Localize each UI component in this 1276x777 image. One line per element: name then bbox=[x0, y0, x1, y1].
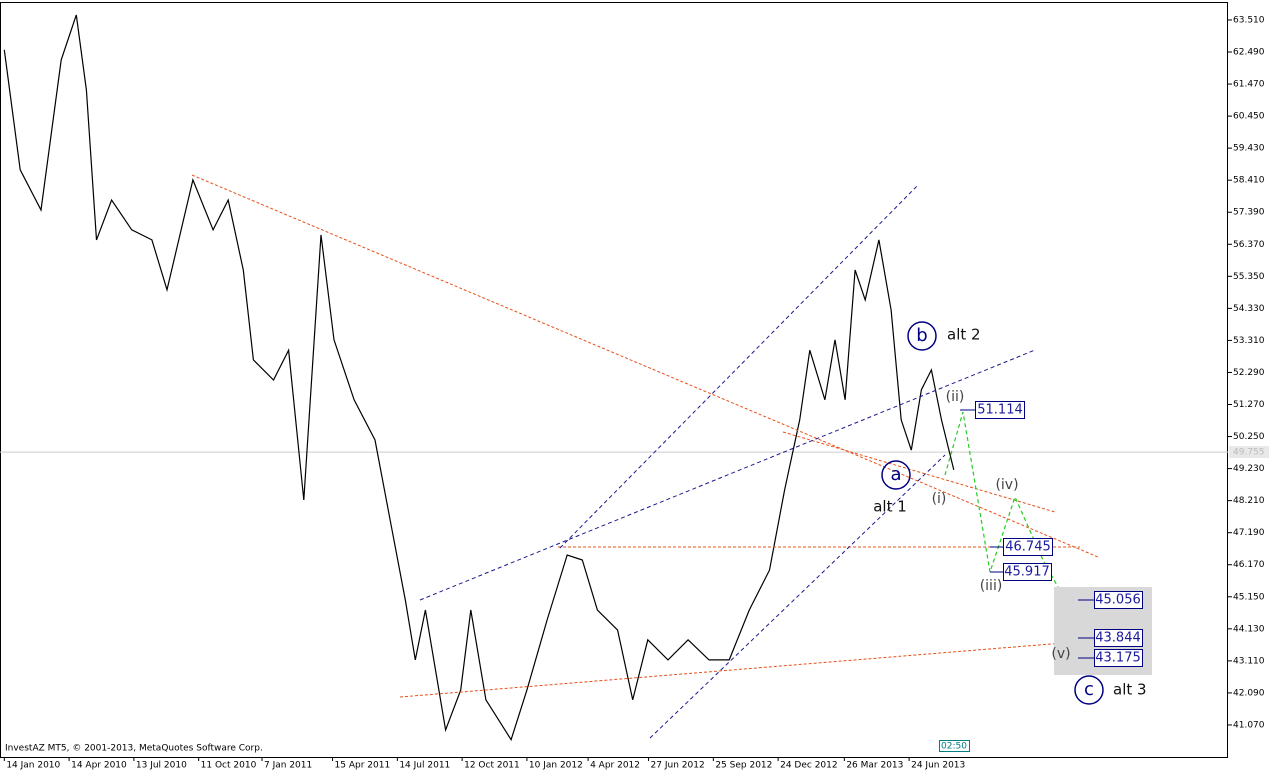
x-tick-label: 15 Apr 2011 bbox=[335, 761, 391, 771]
x-tick-label: 13 Jul 2010 bbox=[136, 761, 187, 771]
current-price-box bbox=[1229, 446, 1269, 459]
price-box bbox=[1094, 629, 1143, 647]
x-tick-label: 7 Jan 2011 bbox=[264, 761, 312, 771]
y-tick-label: 47.190 bbox=[1233, 528, 1265, 538]
y-tick-label: 52.290 bbox=[1233, 368, 1265, 378]
price-line bbox=[3, 14, 955, 742]
wave-label: (iii) bbox=[980, 578, 1003, 594]
trend-line bbox=[191, 174, 1099, 558]
price-box bbox=[1094, 649, 1143, 667]
y-tick-label: 45.150 bbox=[1233, 592, 1265, 602]
price-label: 45.056 bbox=[1095, 593, 1141, 608]
wave-label: b bbox=[916, 325, 927, 346]
y-tick-label: 51.270 bbox=[1233, 400, 1265, 410]
y-tick-label: 44.130 bbox=[1233, 624, 1265, 634]
trend-line bbox=[782, 431, 1056, 513]
y-tick-label: 53.310 bbox=[1233, 336, 1265, 346]
x-tick-label: 14 Jan 2010 bbox=[6, 761, 60, 771]
wave-label: (iv) bbox=[995, 477, 1018, 493]
x-tick-label: 27 Jun 2012 bbox=[651, 761, 705, 771]
x-tick-label: 24 Dec 2012 bbox=[780, 761, 838, 771]
y-tick-label: 57.390 bbox=[1233, 208, 1265, 218]
y-tick-label: 48.210 bbox=[1233, 496, 1265, 506]
x-tick-label: 14 Apr 2010 bbox=[71, 761, 127, 771]
y-tick-label: 54.330 bbox=[1233, 304, 1265, 314]
price-box bbox=[1003, 563, 1052, 581]
price-box bbox=[1094, 591, 1143, 609]
wave-label: (ii) bbox=[946, 389, 965, 405]
y-tick-label: 50.250 bbox=[1233, 432, 1265, 442]
alt-label: alt 1 bbox=[873, 498, 907, 516]
plot-frame bbox=[0, 2, 1228, 758]
y-tick-label: 41.070 bbox=[1233, 720, 1265, 730]
wave-label: a bbox=[890, 464, 901, 485]
trend-line bbox=[559, 184, 919, 549]
x-tick-label: 4 Apr 2012 bbox=[590, 761, 640, 771]
price-label: 43.844 bbox=[1095, 631, 1141, 646]
y-tick-label: 46.170 bbox=[1233, 560, 1265, 570]
clock: 02:50 bbox=[941, 742, 967, 752]
x-tick-label: 24 Jun 2013 bbox=[911, 761, 965, 771]
trend-line bbox=[649, 454, 946, 739]
wave-label: c bbox=[1084, 679, 1094, 700]
footer: InvestAZ MT5, © 2001-2013, MetaQuotes So… bbox=[5, 744, 263, 754]
x-tick-label: 25 Sep 2012 bbox=[715, 761, 772, 771]
alt-label: alt 3 bbox=[1113, 681, 1147, 699]
y-tick-label: 43.110 bbox=[1233, 656, 1265, 666]
current-price-label: 49.755 bbox=[1233, 448, 1265, 458]
price-box bbox=[1003, 538, 1053, 556]
price-label: 51.114 bbox=[977, 403, 1023, 418]
trend-line bbox=[419, 349, 1036, 601]
price-label: 43.175 bbox=[1095, 651, 1141, 666]
wave-label: (v) bbox=[1051, 646, 1070, 662]
y-tick-label: 61.470 bbox=[1233, 80, 1265, 90]
clock-box bbox=[939, 740, 970, 752]
alt-label: alt 2 bbox=[947, 326, 981, 344]
y-tick-label: 63.510 bbox=[1233, 15, 1265, 25]
wave-circle bbox=[907, 321, 937, 351]
annotations: b alt 2 (ii) 51.114 a alt 1 (i) (iv) 46.… bbox=[873, 321, 1147, 705]
x-tick-label: 11 Oct 2010 bbox=[201, 761, 257, 771]
y-tick-label: 58.410 bbox=[1233, 176, 1265, 186]
trend-line bbox=[399, 639, 1101, 698]
x-tick-label: 26 Mar 2013 bbox=[846, 761, 903, 771]
price-label: 45.917 bbox=[1004, 565, 1050, 580]
wave-circle bbox=[1074, 675, 1104, 705]
y-tick-label: 42.090 bbox=[1233, 688, 1265, 698]
y-tick-label: 49.230 bbox=[1233, 464, 1265, 474]
y-tick-label: 56.370 bbox=[1233, 240, 1265, 250]
y-tick-label: 59.430 bbox=[1233, 144, 1265, 154]
price-label: 46.745 bbox=[1005, 540, 1051, 555]
wave-label: (i) bbox=[932, 491, 947, 507]
x-tick-label: 14 Jul 2011 bbox=[399, 761, 450, 771]
price-box bbox=[975, 401, 1025, 419]
y-tick-label: 60.450 bbox=[1233, 112, 1265, 122]
y-tick-label: 55.350 bbox=[1233, 272, 1265, 282]
x-tick-label: 10 Jan 2012 bbox=[529, 761, 583, 771]
y-tick-label: 62.490 bbox=[1233, 48, 1265, 58]
wave-circle bbox=[881, 460, 911, 490]
x-tick-label: 12 Oct 2011 bbox=[464, 761, 520, 771]
axes: 63.510 62.490 61.470 60.450 59.430 58.410 57.3… bbox=[0, 14, 1269, 771]
